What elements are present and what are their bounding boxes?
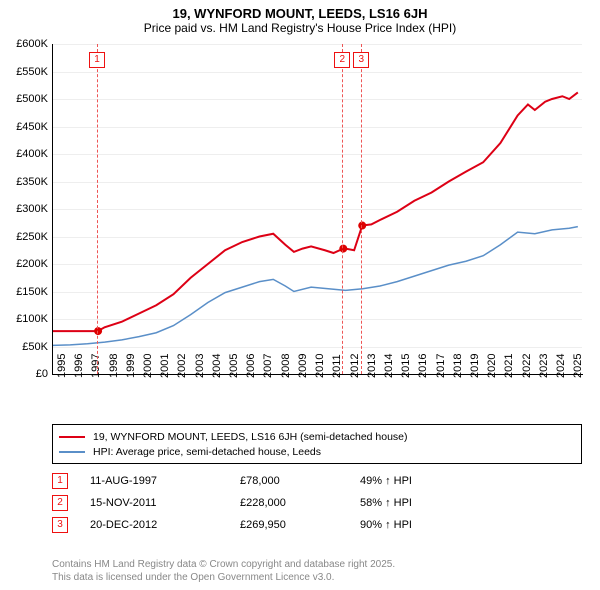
plot-area (52, 44, 583, 375)
marker-box: 2 (334, 52, 350, 68)
legend-swatch (59, 436, 85, 438)
y-tick-label: £600K (0, 38, 48, 50)
marker-vline (361, 44, 362, 374)
legend-item: 19, WYNFORD MOUNT, LEEDS, LS16 6JH (semi… (59, 429, 575, 444)
marker-vline (97, 44, 98, 374)
marker-box: 3 (353, 52, 369, 68)
sale-pct: 58% ↑ HPI (360, 497, 582, 509)
sale-date: 11-AUG-1997 (90, 475, 240, 487)
x-tick-label: 2003 (194, 354, 206, 378)
legend-item: HPI: Average price, semi-detached house,… (59, 444, 575, 459)
x-tick-label: 2014 (383, 354, 395, 378)
sale-price: £78,000 (240, 475, 360, 487)
x-tick-label: 2016 (417, 354, 429, 378)
sale-marker: 2 (52, 495, 68, 511)
x-tick-label: 2023 (538, 354, 550, 378)
sale-point-dot (339, 245, 347, 253)
x-tick-label: 2001 (159, 354, 171, 378)
y-tick-label: £350K (0, 176, 48, 188)
x-tick-label: 2019 (469, 354, 481, 378)
legend-swatch (59, 451, 85, 453)
x-tick-label: 2025 (572, 354, 584, 378)
y-tick-label: £100K (0, 313, 48, 325)
sale-date: 15-NOV-2011 (90, 497, 240, 509)
x-tick-label: 2021 (503, 354, 515, 378)
chart-container: 19, WYNFORD MOUNT, LEEDS, LS16 6JH Price… (0, 0, 600, 590)
sale-pct: 49% ↑ HPI (360, 475, 582, 487)
sale-marker: 3 (52, 517, 68, 533)
legend-label: HPI: Average price, semi-detached house,… (93, 446, 321, 458)
x-tick-label: 2010 (314, 354, 326, 378)
x-tick-label: 2008 (280, 354, 292, 378)
legend: 19, WYNFORD MOUNT, LEEDS, LS16 6JH (semi… (52, 424, 582, 464)
x-tick-label: 1995 (56, 354, 68, 378)
sale-price: £269,950 (240, 519, 360, 531)
y-tick-label: £200K (0, 258, 48, 270)
x-tick-label: 2006 (245, 354, 257, 378)
sale-row: 2 15-NOV-2011 £228,000 58% ↑ HPI (52, 492, 582, 514)
x-tick-label: 2020 (486, 354, 498, 378)
x-tick-label: 2013 (366, 354, 378, 378)
x-tick-label: 2017 (435, 354, 447, 378)
sale-pct: 90% ↑ HPI (360, 519, 582, 531)
x-tick-label: 1999 (125, 354, 137, 378)
marker-vline (342, 44, 343, 374)
x-tick-label: 2015 (400, 354, 412, 378)
y-tick-label: £550K (0, 66, 48, 78)
y-tick-label: £300K (0, 203, 48, 215)
sales-table: 1 11-AUG-1997 £78,000 49% ↑ HPI 2 15-NOV… (52, 470, 582, 536)
footer-attribution: Contains HM Land Registry data © Crown c… (52, 559, 582, 584)
sale-point-dot (358, 222, 366, 230)
y-tick-label: £0 (0, 368, 48, 380)
y-tick-label: £500K (0, 93, 48, 105)
y-tick-label: £400K (0, 148, 48, 160)
chart-title: 19, WYNFORD MOUNT, LEEDS, LS16 6JH (0, 0, 600, 21)
x-tick-label: 2007 (262, 354, 274, 378)
series-price_paid (53, 92, 578, 331)
x-tick-label: 2018 (452, 354, 464, 378)
marker-box: 1 (89, 52, 105, 68)
footer-line: Contains HM Land Registry data © Crown c… (52, 559, 582, 572)
sale-date: 20-DEC-2012 (90, 519, 240, 531)
x-tick-label: 2004 (211, 354, 223, 378)
y-tick-label: £50K (0, 341, 48, 353)
x-tick-label: 2002 (176, 354, 188, 378)
footer-line: This data is licensed under the Open Gov… (52, 572, 582, 585)
x-tick-label: 2022 (521, 354, 533, 378)
x-tick-label: 2009 (297, 354, 309, 378)
sale-row: 3 20-DEC-2012 £269,950 90% ↑ HPI (52, 514, 582, 536)
chart-subtitle: Price paid vs. HM Land Registry's House … (0, 21, 600, 39)
sale-point-dot (94, 327, 102, 335)
x-tick-label: 2005 (228, 354, 240, 378)
sale-row: 1 11-AUG-1997 £78,000 49% ↑ HPI (52, 470, 582, 492)
legend-label: 19, WYNFORD MOUNT, LEEDS, LS16 6JH (semi… (93, 431, 408, 443)
x-tick-label: 2024 (555, 354, 567, 378)
x-tick-label: 2012 (349, 354, 361, 378)
series-hpi (53, 227, 578, 346)
y-tick-label: £450K (0, 121, 48, 133)
y-tick-label: £150K (0, 286, 48, 298)
x-tick-label: 2000 (142, 354, 154, 378)
y-tick-label: £250K (0, 231, 48, 243)
x-tick-label: 1996 (73, 354, 85, 378)
x-tick-label: 1998 (108, 354, 120, 378)
sale-price: £228,000 (240, 497, 360, 509)
sale-marker: 1 (52, 473, 68, 489)
plot-svg (53, 44, 583, 374)
